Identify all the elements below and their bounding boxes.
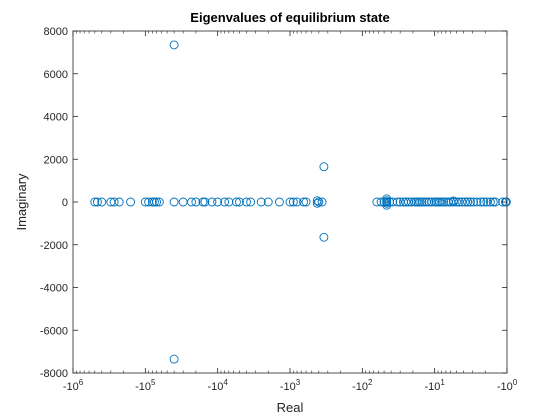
data-point xyxy=(292,197,302,207)
data-point xyxy=(285,197,295,207)
data-point xyxy=(382,197,392,207)
y-tick-label: 0 xyxy=(62,197,68,209)
data-point xyxy=(154,197,164,207)
data-point xyxy=(454,197,464,207)
y-tick-label: -2000 xyxy=(40,240,68,252)
data-point xyxy=(417,197,427,207)
data-point xyxy=(149,197,159,207)
data-point xyxy=(406,197,416,207)
data-point xyxy=(469,197,478,207)
data-point xyxy=(314,197,324,207)
data-point xyxy=(392,197,402,207)
data-point xyxy=(463,197,473,207)
data-point xyxy=(200,197,210,207)
data-point xyxy=(451,197,461,207)
data-point xyxy=(92,197,102,207)
data-point xyxy=(476,197,486,207)
x-axis-label: Real xyxy=(277,400,304,415)
data-point xyxy=(301,197,311,207)
data-point xyxy=(263,197,273,207)
y-tick-label: 2000 xyxy=(44,154,68,166)
data-point xyxy=(388,197,398,207)
data-point xyxy=(220,197,230,207)
chart-title: Eigenvalues of equilibrium state xyxy=(190,10,389,25)
y-tick-label: -6000 xyxy=(40,325,68,337)
data-point xyxy=(415,197,425,207)
data-point xyxy=(246,197,256,207)
data-point xyxy=(169,354,179,364)
data-point xyxy=(490,197,500,207)
data-point xyxy=(312,196,322,206)
y-tick-label: 8000 xyxy=(44,26,68,38)
data-point xyxy=(439,197,449,207)
data-point xyxy=(140,197,150,207)
y-tick-label: 6000 xyxy=(44,69,68,81)
data-point xyxy=(256,197,266,207)
data-point xyxy=(317,197,327,207)
x-tick-label: -100 xyxy=(497,378,518,393)
data-point xyxy=(207,197,217,207)
data-point xyxy=(169,40,179,50)
data-point xyxy=(114,197,124,207)
data-point xyxy=(288,197,298,207)
data-point xyxy=(274,197,284,207)
data-point xyxy=(372,197,382,207)
data-point xyxy=(299,197,308,207)
data-point xyxy=(231,197,241,207)
data-point xyxy=(213,197,223,207)
data-point xyxy=(472,197,482,207)
data-point xyxy=(198,197,208,207)
data-point xyxy=(488,197,498,207)
data-point xyxy=(449,197,458,207)
x-tick-label: -101 xyxy=(424,378,445,393)
data-point xyxy=(437,197,447,207)
data-point xyxy=(482,197,492,207)
data-point xyxy=(457,197,467,207)
data-point xyxy=(312,198,322,208)
data-point xyxy=(466,197,475,207)
data-point xyxy=(90,197,100,207)
y-axis-label: Imaginary xyxy=(14,173,29,231)
x-tick-label: -105 xyxy=(135,378,156,393)
axes-background xyxy=(73,31,507,373)
data-point xyxy=(109,197,119,207)
data-point xyxy=(485,197,495,207)
data-point xyxy=(241,197,251,207)
data-point xyxy=(479,197,489,207)
data-point xyxy=(187,197,196,207)
data-point xyxy=(152,197,161,207)
data-point xyxy=(424,197,434,207)
x-tick-label: -103 xyxy=(280,378,301,393)
data-point xyxy=(460,197,470,207)
y-tick-label: -4000 xyxy=(40,283,68,295)
data-point xyxy=(126,197,136,207)
x-tick-label: -102 xyxy=(352,378,373,393)
axis-ticks: -106 -105 -104 -103 -102 -101 -100 8000 6000 4000… xyxy=(40,26,518,393)
data-point xyxy=(97,197,107,207)
y-tick-label: 4000 xyxy=(44,112,68,124)
data-point xyxy=(319,232,329,242)
y-tick-label: -8000 xyxy=(40,368,68,380)
data-point xyxy=(191,197,201,207)
data-point xyxy=(169,197,179,207)
data-point xyxy=(379,197,389,207)
data-point xyxy=(319,162,329,172)
x-tick-label: -106 xyxy=(63,378,84,393)
data-points xyxy=(90,40,511,364)
data-point xyxy=(376,197,386,207)
data-point xyxy=(234,197,244,207)
x-tick-label: -104 xyxy=(207,378,228,393)
data-point xyxy=(147,197,157,207)
data-point xyxy=(401,197,411,207)
